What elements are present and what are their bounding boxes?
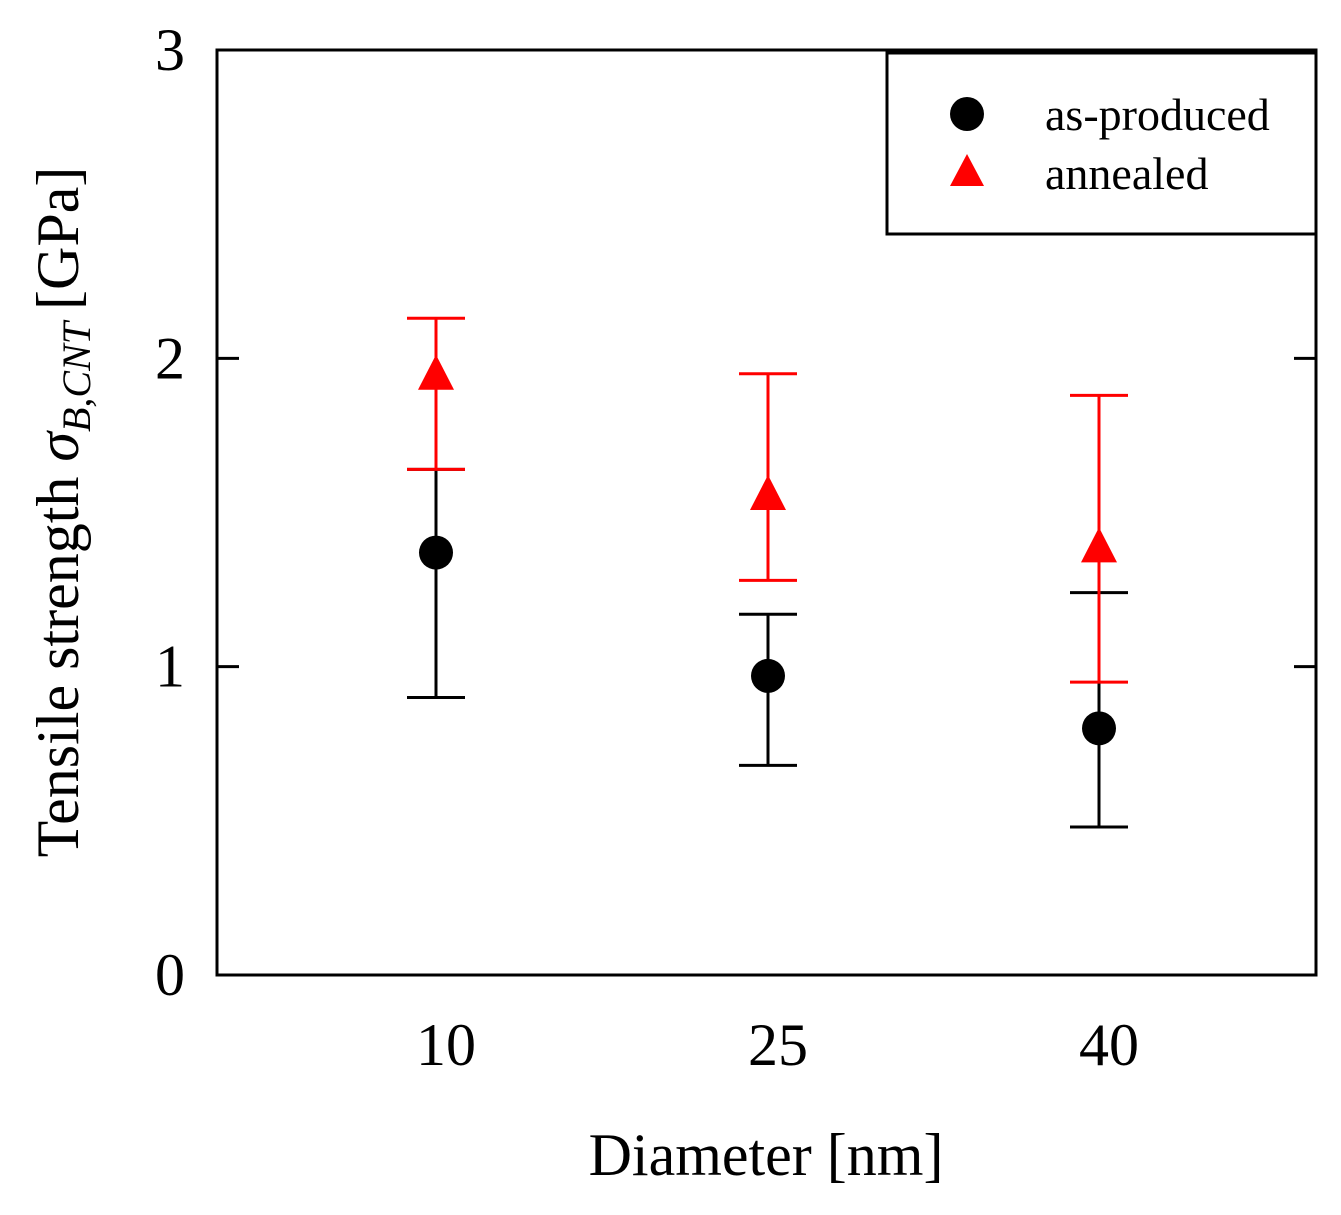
y-tick-label: 1 — [155, 634, 185, 700]
data-point-annealed — [418, 354, 454, 390]
legend-marker-annealed — [950, 154, 984, 186]
y-tick-label: 3 — [155, 17, 185, 83]
data-point-as-produced — [1082, 711, 1116, 746]
y-axis-title-unit: [GPa] — [25, 167, 91, 310]
legend-label-annealed: annealed — [1045, 148, 1208, 199]
markers-annealed — [418, 354, 1117, 563]
y-axis-title: Tensile strength σB,CNT [GPa] — [25, 167, 99, 858]
y-axis-title-main: Tensile strength — [25, 477, 91, 858]
plot-frame — [215, 48, 1318, 977]
legend-marker-as-produced — [950, 97, 984, 131]
x-tick-label: 10 — [416, 1012, 476, 1078]
markers-as-produced — [419, 535, 1116, 746]
x-tick-label: 25 — [748, 1012, 808, 1078]
legend: as-produced annealed — [885, 51, 1318, 236]
y-axis-title-symbol: σ — [25, 430, 91, 462]
data-point-as-produced — [419, 535, 453, 570]
legend-box — [885, 51, 1318, 236]
x-axis-title: Diameter [nm] — [589, 1122, 944, 1188]
axis-ticks: 0 1 2 3 10 25 40 — [155, 17, 1316, 1078]
x-tick-label: 40 — [1079, 1012, 1139, 1078]
data-point-as-produced — [751, 658, 785, 693]
y-tick-label: 2 — [155, 325, 185, 391]
legend-label-as-produced: as-produced — [1045, 89, 1270, 140]
y-axis-title-subscript: B,CNT — [54, 319, 99, 432]
data-point-annealed — [750, 475, 786, 510]
data-marks — [407, 316, 1128, 829]
data-point-annealed — [1081, 527, 1117, 563]
y-tick-label: 0 — [155, 942, 185, 1008]
